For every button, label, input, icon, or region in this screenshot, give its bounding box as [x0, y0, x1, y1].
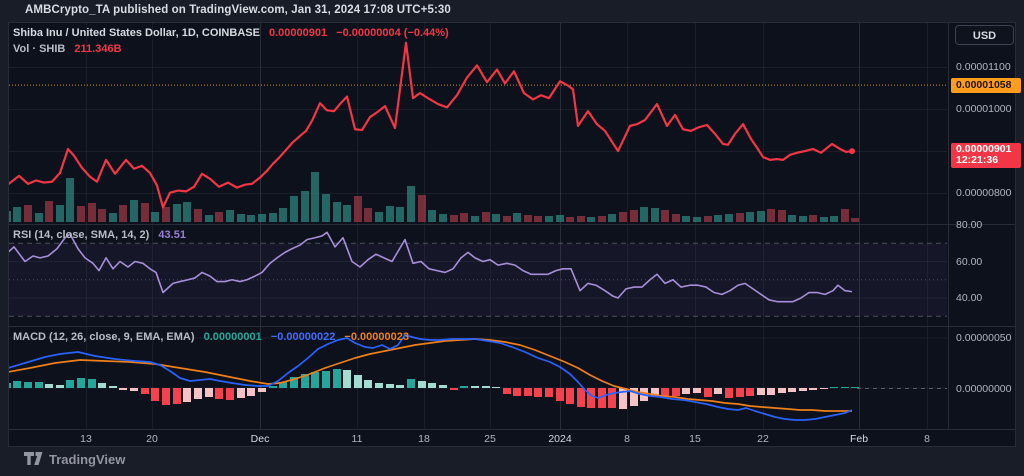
macd-legend: MACD (12, 26, close, 9, EMA, EMA) 0.0000…	[13, 331, 415, 343]
price-axis-label: 40.00	[956, 292, 983, 304]
last-price-value: 0.00000901	[269, 27, 328, 39]
time-axis-label: 18	[418, 433, 430, 445]
tradingview-brand-text: TradingView	[49, 452, 126, 467]
rsi-legend: RSI (14, close, SMA, 14, 2) 43.51	[13, 229, 192, 241]
price-axis-label: 0.00000050	[956, 332, 1012, 344]
tradingview-attribution[interactable]: TradingView	[24, 452, 125, 467]
time-axis-label: 8	[624, 433, 630, 445]
time-axis-label: 22	[757, 433, 769, 445]
time-axis-label: 15	[689, 433, 701, 445]
volume-value: 211.346B	[74, 43, 122, 55]
last-price-text: 0.00000901	[956, 143, 1012, 156]
rsi-value: 43.51	[158, 229, 186, 241]
time-axis-label: 8	[924, 433, 930, 445]
price-axis-label: 80.00	[956, 219, 983, 231]
time-axis-label: Dec	[250, 433, 270, 445]
symbol-legend: Shiba Inu / United States Dollar, 1D, CO…	[13, 27, 455, 39]
price-axis-label: 0.00001100	[956, 61, 1011, 73]
symbol-title: Shiba Inu / United States Dollar, 1D, CO…	[13, 27, 260, 39]
price-axis-label: 60.00	[956, 256, 983, 268]
macd-signal-value: −0.00000023	[344, 331, 409, 343]
time-axis-label: 11	[351, 433, 363, 445]
time-axis-label: 20	[146, 433, 158, 445]
tradingview-logo-icon	[24, 452, 43, 465]
price-change-value: −0.00000004 (−0.44%)	[336, 27, 449, 39]
publish-info: AMBCrypto_TA published on TradingView.co…	[25, 4, 451, 16]
alert-price-label: 0.00001058	[951, 77, 1021, 93]
time-axis-label: Feb	[849, 433, 869, 445]
rsi-label: RSI (14, close, SMA, 14, 2)	[13, 229, 150, 241]
price-axis-label: 0.00000000	[956, 383, 1012, 395]
volume-legend: Vol · SHIB 211.346B	[13, 43, 128, 55]
countdown-text: 12:21:36	[956, 154, 999, 167]
macd-label: MACD (12, 26, close, 9, EMA, EMA)	[13, 331, 195, 343]
macd-line-value: −0.00000022	[270, 331, 336, 343]
volume-label: Vol · SHIB	[13, 43, 66, 55]
macd-hist-value: 0.00000001	[203, 331, 262, 343]
time-axis-label: 13	[80, 433, 92, 445]
price-axis-label: 0.00000800	[956, 187, 1012, 199]
currency-toggle-usd[interactable]: USD	[955, 25, 1014, 45]
time-axis-label: 25	[484, 433, 496, 445]
time-axis-label: 2024	[548, 433, 572, 445]
last-price-label: 0.00000901 12:21:36	[951, 143, 1021, 169]
price-axis-label: 0.00001000	[956, 103, 1012, 115]
